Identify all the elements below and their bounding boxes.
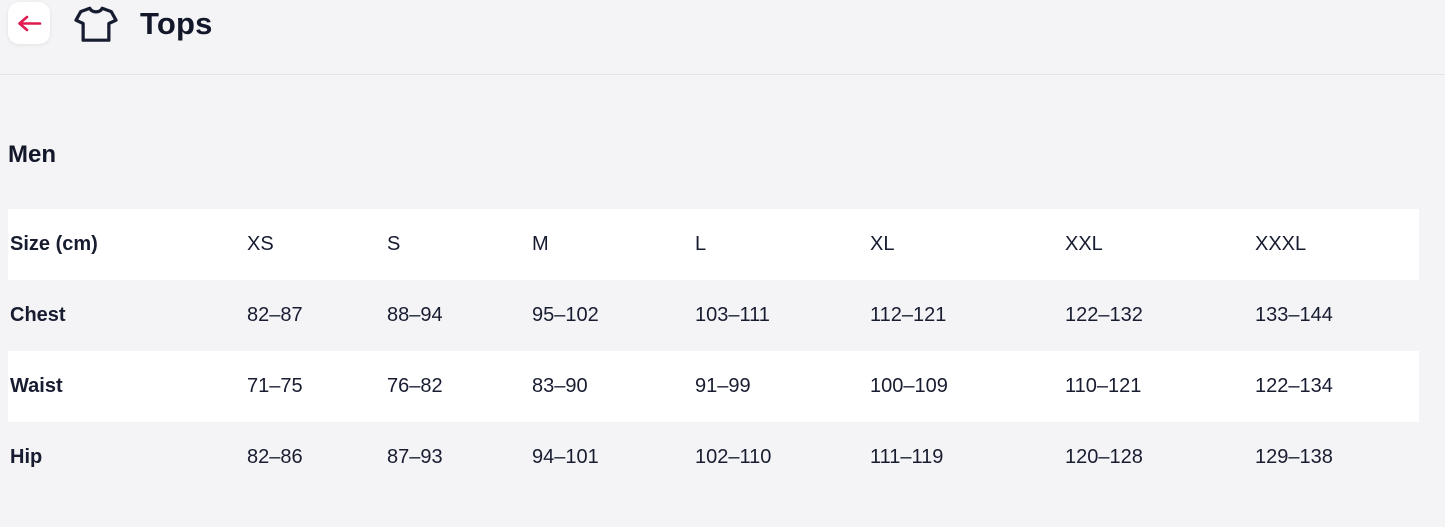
row-label: Hip	[10, 446, 43, 468]
table-cell: 100–109	[870, 375, 948, 397]
table-cell: 71–75	[247, 375, 303, 397]
column-header: XXL	[1065, 233, 1103, 255]
table-cell: 95–102	[532, 304, 599, 326]
row-label: Waist	[10, 375, 63, 397]
table-cell: 91–99	[695, 375, 751, 397]
column-header: XXXL	[1255, 233, 1307, 255]
back-arrow-icon	[16, 15, 42, 32]
table-cell: 120–128	[1065, 446, 1143, 468]
size-table: Size (cm) XS S M L XL XXL XXXL Chest 82–…	[8, 209, 1419, 493]
top-bar: Tops	[0, 0, 1445, 74]
column-header: Size (cm)	[10, 233, 98, 255]
table-cell: 87–93	[387, 446, 443, 468]
page-title: Tops	[140, 6, 213, 41]
table-cell: 122–132	[1065, 304, 1143, 326]
table-cell: 129–138	[1255, 446, 1333, 468]
table-cell: 102–110	[695, 446, 772, 468]
table-cell: 133–144	[1255, 304, 1333, 326]
table-cell: 76–82	[387, 375, 443, 397]
header-divider	[0, 74, 1445, 75]
column-header: L	[695, 233, 707, 255]
column-header: S	[387, 233, 401, 255]
back-button[interactable]	[8, 2, 50, 44]
table-cell: 82–86	[247, 446, 303, 468]
table-cell: 88–94	[387, 304, 443, 326]
section-title-men: Men	[8, 141, 56, 168]
table-cell: 110–121	[1065, 375, 1142, 397]
table-cell: 112–121	[870, 304, 947, 326]
table-row-hip: Hip 82–86 87–93 94–101 102–110 111–119 1…	[8, 422, 1419, 493]
table-cell: 94–101	[532, 446, 599, 468]
table-row-chest: Chest 82–87 88–94 95–102 103–111 112–121…	[8, 280, 1419, 351]
row-label: Chest	[10, 304, 66, 326]
table-cell: 83–90	[532, 375, 588, 397]
table-header-row: Size (cm) XS S M L XL XXL XXXL	[8, 209, 1419, 280]
table-cell: 122–134	[1255, 375, 1333, 397]
column-header: XS	[247, 233, 274, 255]
tshirt-icon	[73, 4, 119, 44]
table-row-waist: Waist 71–75 76–82 83–90 91–99 100–109 11…	[8, 351, 1419, 422]
table-cell: 82–87	[247, 304, 303, 326]
table-cell: 111–119	[870, 446, 944, 468]
column-header: M	[532, 233, 549, 255]
table-cell: 103–111	[695, 304, 770, 326]
column-header: XL	[870, 233, 895, 255]
